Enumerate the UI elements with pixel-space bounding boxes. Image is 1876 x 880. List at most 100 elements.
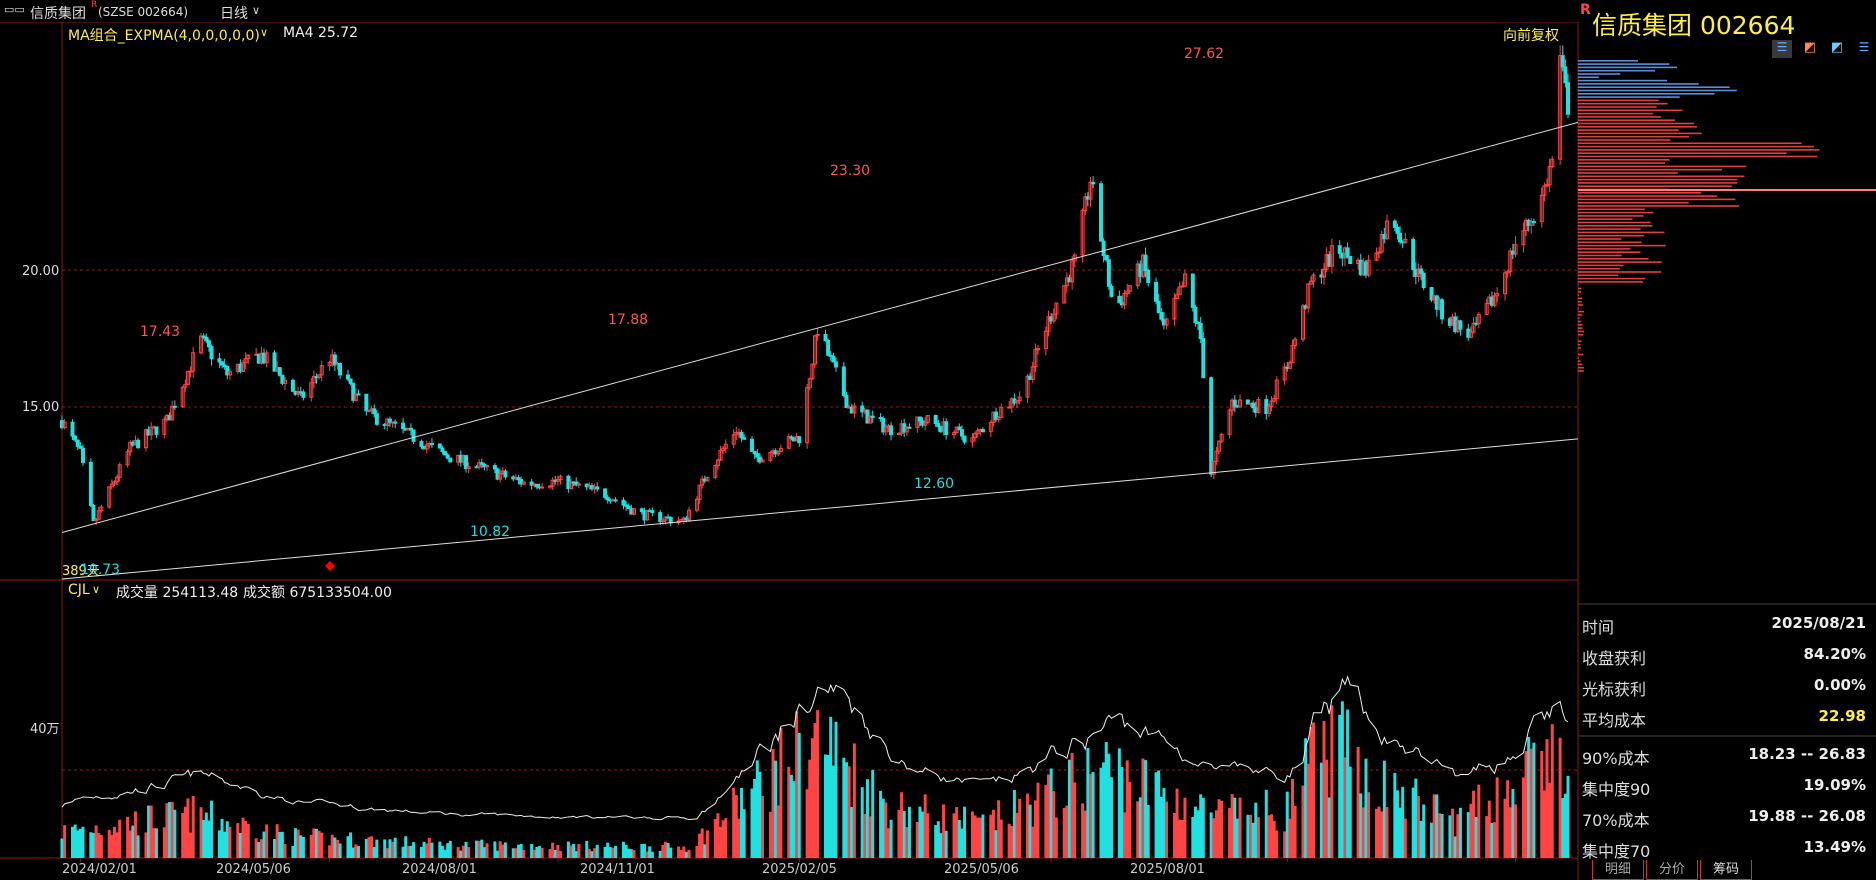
- candle-body: [1127, 285, 1132, 292]
- candle-body: [503, 470, 508, 478]
- volume-bar: [351, 847, 355, 858]
- chip-bar: [1578, 119, 1676, 121]
- volume-bar: [795, 711, 799, 858]
- volume-bar: [1201, 797, 1205, 858]
- candle-body: [626, 505, 631, 510]
- candle-body: [975, 430, 980, 435]
- candle-body: [351, 382, 356, 401]
- volume-bar: [1107, 753, 1111, 858]
- volume-bar: [1144, 760, 1148, 858]
- volume-bar: [107, 829, 111, 858]
- volume-bar: [810, 738, 814, 858]
- candle-body: [1379, 234, 1384, 253]
- stat-row-cursor-profit: 光标获利 0.00%: [1578, 670, 1874, 700]
- candle-body: [1566, 82, 1570, 115]
- volume-bar: [1440, 813, 1444, 858]
- r-mark: R: [1580, 2, 1591, 18]
- candle-body: [558, 475, 563, 481]
- candle-body: [73, 435, 78, 441]
- candle-body: [445, 454, 450, 459]
- volume-bar: [482, 847, 486, 858]
- chip-bar: [1578, 271, 1662, 273]
- volume-bar: [1506, 780, 1510, 858]
- tab-chips[interactable]: 筹码: [1700, 860, 1752, 880]
- volume-bar: [278, 831, 282, 858]
- candle-body: [1033, 349, 1038, 368]
- volume-bar: [1254, 802, 1258, 858]
- chip-bar: [1578, 215, 1644, 217]
- volume-bar: [1532, 742, 1536, 858]
- volume-bar: [356, 846, 360, 858]
- chevron-down-icon[interactable]: ∨: [260, 26, 269, 39]
- candle-body: [999, 406, 1004, 418]
- volume-bar: [1228, 807, 1232, 858]
- candle-body: [1266, 405, 1271, 415]
- adjust-mode-label[interactable]: 向前复权: [1503, 28, 1559, 44]
- volume-bar: [989, 814, 993, 858]
- volume-bar: [703, 844, 707, 858]
- candle-body: [183, 383, 188, 388]
- candle-body: [679, 518, 684, 522]
- chevron-down-icon[interactable]: ∨: [92, 583, 101, 596]
- volume-bar: [81, 826, 85, 858]
- volume-bar: [388, 839, 392, 858]
- y-tick-15: 15.00: [22, 400, 60, 415]
- chip-bar: [1578, 370, 1584, 372]
- volume-bar: [1081, 803, 1085, 858]
- candle-body: [1070, 260, 1075, 283]
- volume-indicator-label[interactable]: CJL: [68, 582, 90, 598]
- chevron-down-icon[interactable]: ∨: [252, 4, 261, 17]
- volume-bar: [902, 811, 906, 858]
- volume-bar: [330, 834, 334, 858]
- volume-bar: [538, 846, 542, 858]
- volume-bar: [1267, 815, 1271, 858]
- fire-icon[interactable]: ◩: [1803, 40, 1817, 55]
- candle-layer: [60, 45, 1570, 526]
- stock-code: (SZSE 002664): [98, 5, 189, 19]
- candle-body: [1143, 254, 1148, 272]
- list-icon[interactable]: ☰: [1858, 40, 1870, 54]
- chip-distribution-icon[interactable]: ☰: [1772, 40, 1792, 58]
- flag-icon[interactable]: ◩: [1830, 40, 1844, 55]
- chip-bar: [1578, 304, 1584, 306]
- candle-body: [222, 364, 227, 368]
- chip-bar: [1578, 76, 1599, 79]
- tab-detail[interactable]: 明细: [1592, 860, 1644, 880]
- window-restore-icon[interactable]: ▭▭: [4, 3, 25, 16]
- candle-body: [498, 473, 503, 480]
- chip-bar: [1578, 297, 1583, 300]
- candle-body: [776, 450, 781, 455]
- volume-bar: [574, 851, 578, 858]
- chip-bar: [1578, 172, 1678, 174]
- volume-bar: [1393, 772, 1397, 858]
- volume-bar: [1359, 793, 1363, 858]
- volume-bar: [1356, 746, 1360, 858]
- volume-bar: [1238, 797, 1242, 858]
- tab-price[interactable]: 分价: [1646, 860, 1698, 880]
- candle-body: [860, 405, 865, 413]
- volume-bar: [1086, 748, 1090, 858]
- candle-body: [603, 488, 608, 498]
- volume-bar: [936, 821, 940, 858]
- candle-body: [1492, 295, 1497, 306]
- volume-bar: [1401, 786, 1405, 858]
- volume-bar: [1010, 826, 1014, 858]
- candle-body: [1377, 251, 1382, 254]
- volume-bar: [1540, 750, 1544, 858]
- ma-indicator-label[interactable]: MA组合_EXPMA(4,0,0,0,0,0): [68, 28, 260, 44]
- volume-bar: [1503, 798, 1507, 858]
- candle-body: [401, 422, 406, 430]
- candle-body: [1146, 270, 1151, 283]
- candle-body: [206, 340, 211, 348]
- volume-bar: [572, 843, 576, 858]
- stat-label: 集中度90: [1582, 780, 1651, 799]
- volume-bar: [981, 814, 985, 858]
- chip-bar: [1578, 281, 1643, 283]
- volume-bar: [603, 846, 607, 858]
- volume-bar: [1128, 781, 1132, 858]
- volume-bar: [1493, 822, 1497, 858]
- period-selector[interactable]: 日线: [220, 6, 248, 22]
- volume-bar: [934, 825, 938, 858]
- volume-bar: [385, 848, 389, 858]
